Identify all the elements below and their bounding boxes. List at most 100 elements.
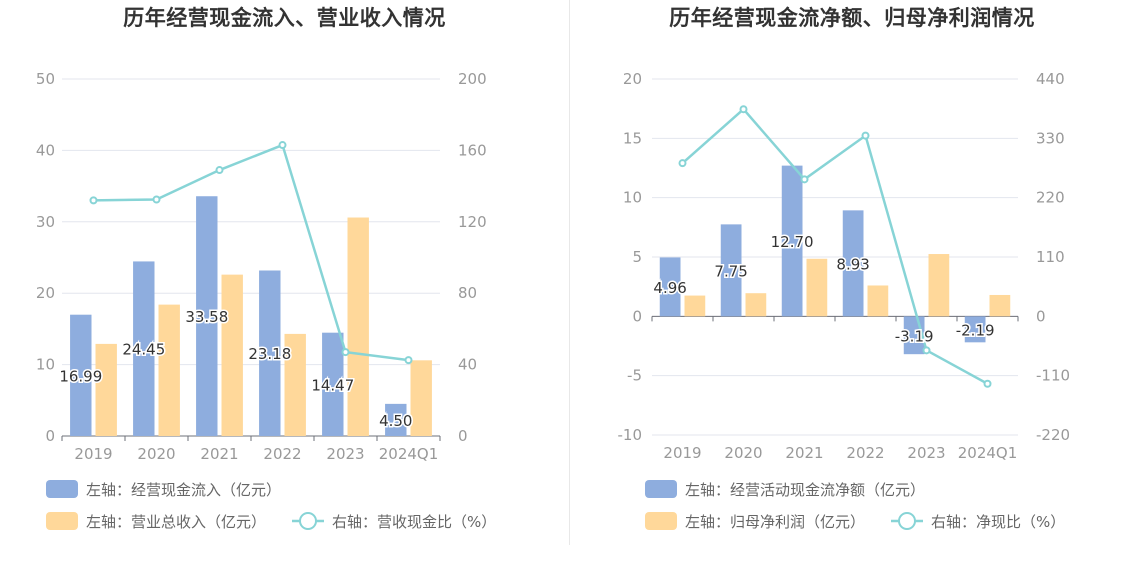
bar-primary [842, 210, 864, 317]
x-tick-label: 2024Q1 [958, 444, 1018, 462]
x-tick-label: 2022 [263, 445, 301, 463]
legend-swatch[interactable] [46, 480, 78, 498]
chart-panel-left: 历年经营现金流入、营业收入情况 0 10 20 30 40 50 0 40 80 120 160 20… [0, 0, 569, 560]
y-tick-label-left: 30 [36, 213, 55, 231]
y-tick-label-right: 110 [1036, 248, 1065, 266]
bar-primary [196, 196, 218, 436]
bar-primary [70, 314, 92, 436]
y-tick-label-left: 0 [632, 307, 642, 325]
line-point [983, 379, 992, 388]
chart-title: 历年经营现金流入、营业收入情况 [123, 6, 446, 30]
chart-svg-right: -10 -5 0 5 10 15 20 -220 -110 0 110 220 330 440 2019 20… [618, 70, 1071, 531]
bar-secondary [867, 285, 889, 317]
bar-primary [259, 270, 281, 436]
y-tick-label-left: 10 [36, 356, 55, 374]
y-tick-label-left: 20 [623, 70, 642, 88]
legend-line-marker [299, 512, 317, 530]
bar-primary [133, 261, 155, 436]
legend-swatch[interactable] [645, 512, 677, 530]
bar-value-label: 23.18 [248, 345, 291, 363]
bar-secondary [158, 304, 180, 436]
bar-secondary [684, 295, 706, 317]
legend-label: 左轴：营业总收入（亿元） [86, 513, 266, 531]
y-tick-label-right: 120 [458, 213, 487, 231]
line-point [89, 196, 98, 205]
bar-primary [781, 165, 803, 317]
x-tick-label: 2022 [846, 444, 884, 462]
bar-secondary [989, 294, 1011, 317]
bar-secondary [806, 258, 828, 317]
legend-line-marker [898, 512, 916, 530]
x-tick-label: 2023 [326, 445, 364, 463]
bar-secondary [410, 360, 432, 436]
y-tick-label-right: 40 [458, 356, 477, 374]
x-tick-label: 2021 [785, 444, 823, 462]
line-point [341, 348, 350, 357]
y-tick-label-right: 0 [458, 427, 468, 445]
bar-value-label: 16.99 [59, 367, 102, 385]
y-tick-label-right: 80 [458, 284, 477, 302]
line-point [152, 195, 161, 204]
bar-value-label: -2.19 [956, 321, 995, 339]
y-tick-label-right: 0 [1036, 307, 1046, 325]
line-series [93, 143, 409, 362]
y-tick-label-right: 220 [1036, 189, 1065, 207]
line-point [678, 159, 687, 168]
bar-value-label: 24.45 [122, 341, 165, 359]
x-tick-label: 2020 [137, 445, 175, 463]
bar-secondary [928, 254, 950, 317]
chart-panel-right: 历年经营现金流净额、归母净利润情况 -10 -5 0 5 10 15 20 -220 -110 0… [570, 0, 1134, 560]
legend-label: 左轴：经营现金流入（亿元） [86, 481, 281, 499]
y-tick-label-right: 160 [458, 141, 487, 159]
chart-svg-left: 0 10 20 30 40 50 0 40 80 120 160 200 2019 2020 2021 202… [36, 70, 496, 531]
chart-title: 历年经营现金流净额、归母净利润情况 [669, 6, 1035, 30]
bar-value-label: 14.47 [311, 376, 354, 394]
legend-swatch[interactable] [645, 480, 677, 498]
bar-value-label: 8.93 [836, 255, 869, 273]
x-tick-label: 2024Q1 [379, 445, 439, 463]
line-series [681, 107, 989, 385]
y-tick-label-left: 0 [45, 427, 55, 445]
panel-divider [569, 0, 570, 545]
legend-label: 左轴：归母净利润（亿元） [685, 513, 865, 531]
bar-primary [659, 257, 681, 317]
bar-secondary [95, 343, 117, 436]
y-tick-label-right: 440 [1036, 70, 1065, 88]
x-tick-label: 2021 [200, 445, 238, 463]
y-tick-label-right: 330 [1036, 129, 1065, 147]
y-tick-label-right: -110 [1036, 367, 1070, 385]
y-tick-label-left: -10 [618, 426, 643, 444]
bar-primary [385, 403, 407, 436]
line-point [800, 175, 809, 184]
y-tick-label-left: 40 [36, 141, 55, 159]
line-point [278, 141, 287, 150]
y-tick-label-right: -220 [1036, 426, 1070, 444]
bar-value-label: 33.58 [185, 308, 228, 326]
y-tick-label-right: 200 [458, 70, 487, 88]
legend-label: 右轴：净现比（%） [931, 513, 1065, 531]
bar-value-label: 12.70 [771, 233, 814, 251]
x-tick-label: 2019 [663, 444, 701, 462]
bar-value-label: 4.50 [379, 412, 412, 430]
bar-primary [720, 224, 742, 317]
bar-secondary [221, 274, 243, 436]
bar-value-label: -3.19 [895, 327, 934, 345]
bar-secondary [745, 293, 767, 317]
line-point [739, 105, 748, 114]
line-point [861, 131, 870, 140]
legend-swatch[interactable] [46, 512, 78, 530]
line-point [404, 356, 413, 365]
y-tick-label-left: 50 [36, 70, 55, 88]
bar-primary [322, 332, 344, 436]
y-tick-label-left: 15 [623, 129, 642, 147]
bar-primary [964, 316, 986, 343]
bar-value-label: 4.96 [653, 279, 686, 297]
x-tick-label: 2019 [74, 445, 112, 463]
x-tick-label: 2023 [907, 444, 945, 462]
line-point [215, 166, 224, 175]
bar-value-label: 7.75 [714, 262, 747, 280]
y-tick-label-left: 5 [632, 248, 642, 266]
y-tick-label-left: 10 [623, 189, 642, 207]
line-point [922, 346, 931, 355]
bar-secondary [347, 217, 369, 436]
